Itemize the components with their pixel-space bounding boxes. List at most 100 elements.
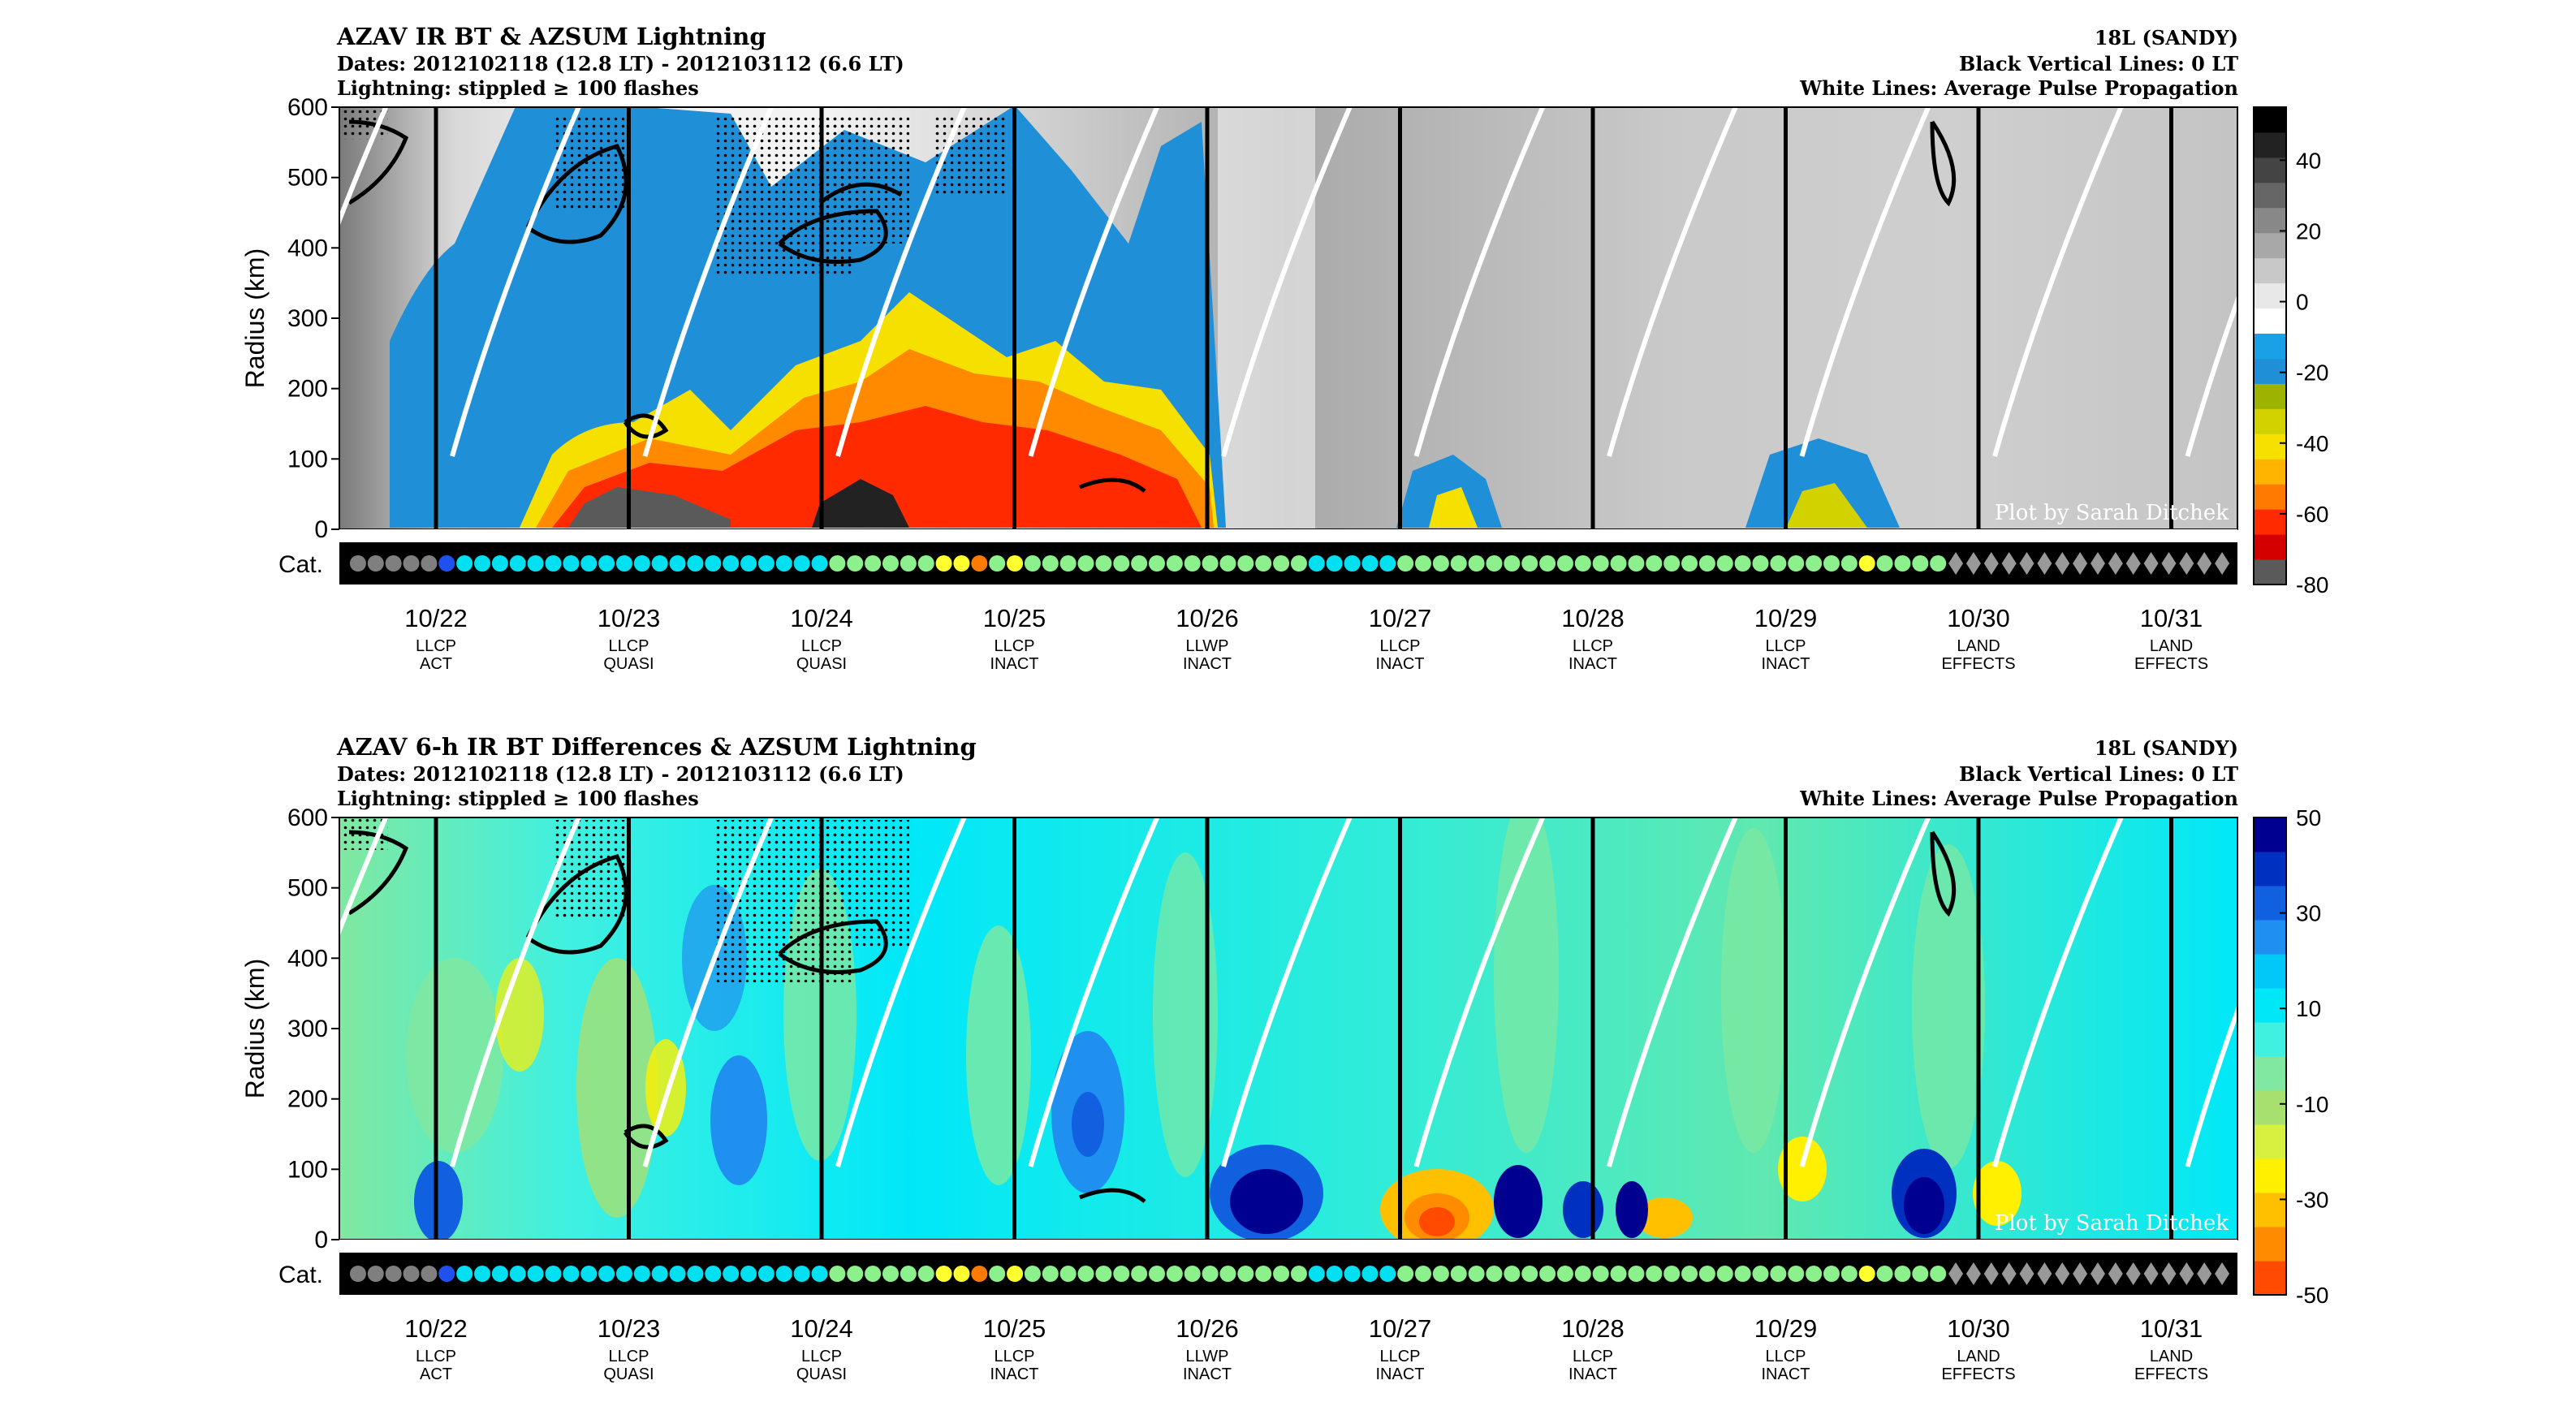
category-marker bbox=[1948, 1262, 1964, 1285]
category-marker bbox=[1681, 555, 1698, 572]
colorbar-segment bbox=[2254, 509, 2286, 535]
colorbar-segment bbox=[2254, 157, 2286, 183]
colorbar-segment bbox=[2254, 232, 2286, 259]
x-activity-label: QUASI bbox=[796, 655, 847, 673]
category-marker bbox=[385, 1266, 402, 1282]
x-date-label: 10/26 bbox=[1176, 1314, 1239, 1343]
category-marker bbox=[1450, 1266, 1467, 1282]
category-marker bbox=[1077, 1266, 1094, 1282]
colorbar-segment bbox=[2254, 408, 2286, 434]
category-marker bbox=[1059, 555, 1077, 572]
bottom-lightning-note: Lightning: stippled ≥ 100 flashes bbox=[337, 787, 699, 810]
pulse-propagation-line bbox=[1799, 817, 1931, 1167]
category-marker bbox=[474, 555, 491, 572]
category-marker bbox=[1024, 555, 1041, 572]
x-activity-label: INACT bbox=[1183, 1365, 1232, 1383]
x-phase-label: LLWP bbox=[1186, 1348, 1229, 1365]
pulse-propagation-line bbox=[339, 817, 389, 938]
category-marker bbox=[1379, 555, 1396, 572]
colorbar-tick-label: 0 bbox=[2296, 290, 2309, 315]
panel-top: AZAV IR BT & AZSUM Lightning Dates: 2012… bbox=[240, 23, 2328, 673]
colorbar-segment bbox=[2254, 383, 2286, 409]
pulse-propagation-line bbox=[1028, 107, 1160, 457]
category-marker bbox=[1788, 1266, 1805, 1282]
colorbar-segment bbox=[2254, 1158, 2286, 1193]
pulse-propagation-line bbox=[1413, 107, 1546, 457]
x-phase-label: LLCP bbox=[801, 1348, 842, 1365]
x-activity-label: EFFECTS bbox=[1941, 1365, 2015, 1383]
y-tick-label: 100 bbox=[287, 446, 328, 472]
category-marker bbox=[1504, 1266, 1521, 1282]
category-marker bbox=[1521, 1266, 1538, 1282]
category-marker bbox=[1131, 555, 1148, 572]
category-marker bbox=[1592, 555, 1609, 572]
x-phase-label: LLCP bbox=[416, 1348, 456, 1365]
x-activity-label: INACT bbox=[1183, 655, 1232, 673]
pulse-propagation-line bbox=[339, 107, 389, 227]
category-marker bbox=[2179, 1262, 2194, 1285]
category-marker bbox=[598, 555, 615, 572]
category-marker bbox=[1574, 555, 1591, 572]
category-marker bbox=[1823, 555, 1840, 572]
category-marker bbox=[474, 1266, 491, 1282]
category-marker bbox=[1610, 1266, 1627, 1282]
category-marker bbox=[1823, 1266, 1840, 1282]
category-marker bbox=[1237, 1266, 1254, 1282]
x-date-label: 10/24 bbox=[790, 1314, 853, 1343]
category-marker bbox=[1646, 1266, 1663, 1282]
x-phase-label: LAND bbox=[2150, 1348, 2193, 1365]
category-marker bbox=[705, 1266, 722, 1282]
bottom-y-axis-label: Radius (km) bbox=[240, 959, 270, 1098]
colorbar-segment bbox=[2254, 534, 2286, 560]
category-marker bbox=[1752, 555, 1769, 572]
category-marker bbox=[633, 555, 650, 572]
bottom-category-label: Cat. bbox=[278, 1262, 323, 1288]
top-lightning-note: Lightning: stippled ≥ 100 flashes bbox=[337, 76, 699, 100]
y-tick-label: 300 bbox=[287, 1016, 328, 1042]
x-activity-label: EFFECTS bbox=[1941, 655, 2015, 673]
bottom-storm-name: 18L (SANDY) bbox=[2095, 736, 2238, 760]
category-marker bbox=[1308, 1266, 1325, 1282]
x-activity-label: INACT bbox=[1762, 1365, 1810, 1383]
category-marker bbox=[1344, 1266, 1361, 1282]
category-marker bbox=[527, 555, 544, 572]
category-marker bbox=[811, 555, 828, 572]
category-marker bbox=[580, 1266, 598, 1282]
category-marker bbox=[1273, 555, 1290, 572]
category-marker bbox=[1042, 1266, 1059, 1282]
category-marker bbox=[1166, 1266, 1183, 1282]
category-marker bbox=[545, 555, 562, 572]
pulse-propagation-line bbox=[835, 107, 967, 457]
pulse-propagation-line bbox=[1028, 817, 1160, 1167]
colorbar-tick-label: 20 bbox=[2296, 218, 2321, 244]
category-marker bbox=[900, 1266, 917, 1282]
top-colorbar: 40 20 0 -20 -40 -60 -80 bbox=[2253, 106, 2328, 597]
category-marker bbox=[1432, 1266, 1449, 1282]
category-marker bbox=[491, 555, 508, 572]
category-marker bbox=[1628, 1266, 1645, 1282]
category-marker bbox=[775, 555, 792, 572]
category-marker bbox=[1858, 555, 1875, 572]
colorbar-segment bbox=[2254, 207, 2286, 234]
category-marker bbox=[421, 1266, 438, 1282]
category-marker bbox=[2037, 1262, 2052, 1285]
category-marker bbox=[651, 555, 668, 572]
category-marker bbox=[1326, 555, 1343, 572]
category-marker bbox=[865, 555, 882, 572]
category-marker bbox=[1504, 555, 1521, 572]
category-marker bbox=[2197, 1262, 2212, 1285]
colorbar-segment bbox=[2254, 1124, 2286, 1159]
category-marker bbox=[1148, 555, 1165, 572]
category-marker bbox=[687, 555, 704, 572]
colorbar-segment bbox=[2254, 559, 2286, 585]
category-marker bbox=[1770, 1266, 1787, 1282]
colorbar-segment bbox=[2254, 132, 2286, 158]
category-marker bbox=[2108, 552, 2123, 575]
colorbar-segment bbox=[2254, 257, 2286, 284]
colorbar-tick-label: -10 bbox=[2296, 1092, 2328, 1117]
category-marker bbox=[1007, 1266, 1024, 1282]
y-tick-label: 400 bbox=[287, 945, 328, 972]
category-marker bbox=[2001, 1262, 2017, 1285]
category-marker bbox=[1698, 555, 1715, 572]
category-marker bbox=[1131, 1266, 1148, 1282]
